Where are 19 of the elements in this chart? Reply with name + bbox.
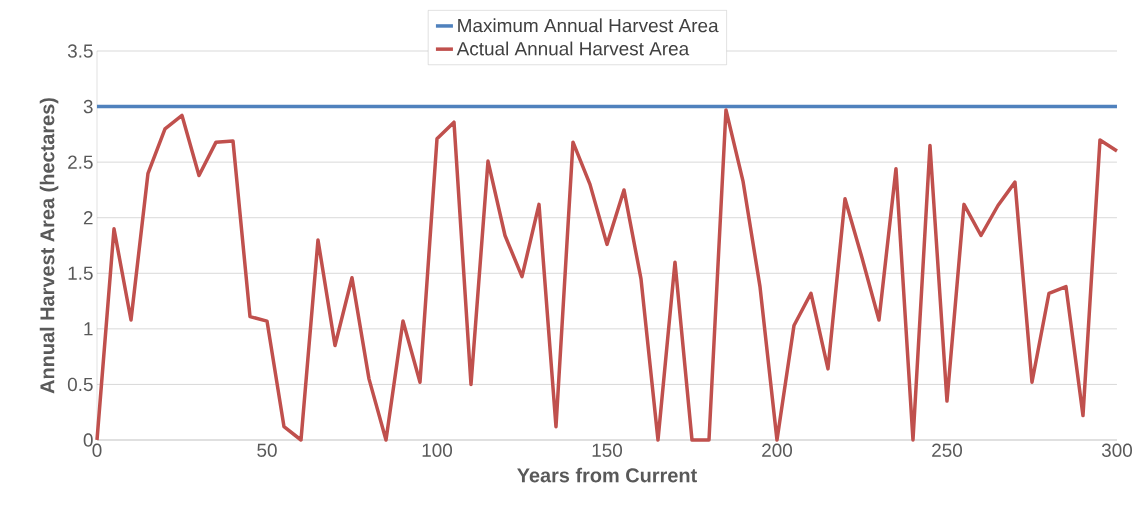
y-tick-label: 3.5: [67, 44, 93, 58]
x-tick-label: 150: [592, 443, 623, 457]
y-tick-label: 3: [83, 99, 93, 114]
x-tick-label: 0: [92, 443, 102, 457]
y-tick-label: 2: [83, 211, 93, 225]
y-tick-label: 1.5: [68, 266, 93, 280]
legend-label: Maximum Annual Harvest Area: [458, 18, 719, 33]
x-tick-label: 200: [762, 443, 793, 457]
y-tick-label: 0: [83, 433, 93, 447]
legend-label: Actual Annual Harvest Area: [456, 41, 690, 56]
x-axis-title: Years from Current: [517, 467, 697, 483]
x-tick-label: 300: [1101, 443, 1133, 457]
y-tick-label: 0.5: [67, 377, 93, 392]
x-tick-label: 50: [257, 443, 277, 457]
x-tick-label: 100: [422, 443, 453, 457]
y-axis-title: Annual Harvest Area (hectares): [39, 98, 59, 394]
x-tick-label: 250: [932, 443, 963, 457]
y-tick-label: 2.5: [68, 155, 93, 169]
y-tick-label: 1: [84, 322, 93, 336]
